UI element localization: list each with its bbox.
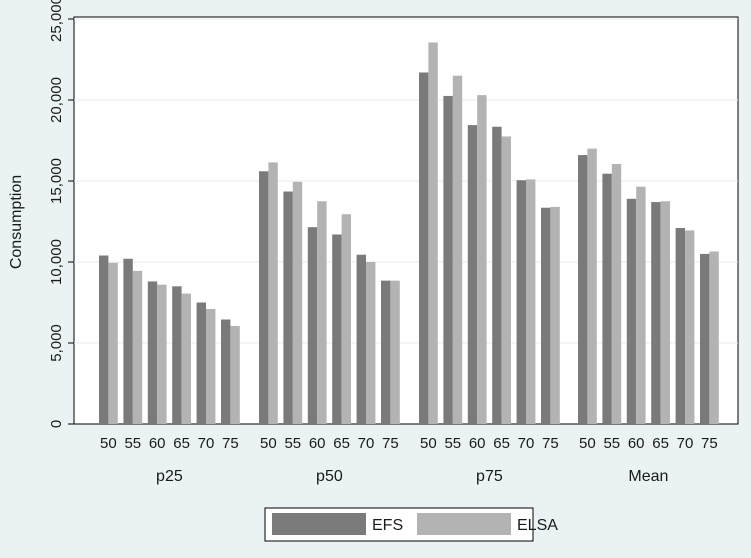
bar bbox=[685, 230, 695, 424]
x-category-label: 75 bbox=[222, 435, 239, 452]
bar bbox=[99, 255, 109, 424]
bar bbox=[709, 251, 719, 424]
y-tick-label: 5,000 bbox=[48, 324, 65, 362]
bar bbox=[206, 308, 216, 424]
x-category-label: 65 bbox=[173, 435, 190, 452]
x-category-label: 50 bbox=[420, 435, 437, 452]
bar bbox=[602, 173, 612, 424]
legend-swatch bbox=[272, 513, 366, 535]
bar bbox=[181, 293, 191, 424]
bar bbox=[526, 179, 536, 424]
bar bbox=[675, 227, 685, 424]
legend: EFS ELSA bbox=[264, 507, 558, 542]
bar bbox=[492, 126, 502, 424]
bar bbox=[132, 270, 143, 424]
bar bbox=[419, 72, 429, 425]
bar bbox=[550, 206, 560, 424]
x-category-label: 60 bbox=[149, 435, 166, 452]
bar bbox=[123, 258, 133, 424]
bar bbox=[467, 125, 478, 425]
x-category-label: 65 bbox=[333, 435, 350, 452]
bar bbox=[108, 262, 118, 424]
x-category-label: 60 bbox=[469, 435, 486, 452]
legend-swatch bbox=[417, 513, 511, 535]
group-label: Mean bbox=[628, 468, 668, 485]
bar bbox=[230, 325, 240, 424]
x-category-label: 65 bbox=[652, 435, 669, 452]
y-tick-label: 20,000 bbox=[48, 77, 65, 123]
x-category-label: 70 bbox=[358, 435, 375, 452]
bar bbox=[428, 42, 438, 425]
y-tick-label: 25,000 bbox=[48, 0, 65, 42]
axes: 0 5,000 10,000 15,000 20,000 25,000 50 55 60 65 70… bbox=[48, 0, 718, 485]
bar bbox=[341, 214, 351, 424]
x-category-label: 70 bbox=[518, 435, 535, 452]
group-label: p25 bbox=[156, 468, 183, 485]
bar bbox=[356, 254, 366, 424]
bar bbox=[317, 201, 327, 424]
bar bbox=[196, 302, 206, 424]
bar bbox=[366, 262, 376, 424]
y-tick-label: 10,000 bbox=[48, 239, 65, 285]
bar bbox=[700, 253, 710, 424]
bar bbox=[147, 281, 158, 424]
bar bbox=[292, 181, 303, 424]
x-category-label: 50 bbox=[100, 435, 117, 452]
bar bbox=[332, 234, 342, 424]
bar bbox=[636, 186, 646, 424]
bars bbox=[99, 42, 719, 425]
bar bbox=[611, 163, 622, 425]
bar bbox=[660, 201, 670, 424]
x-category-label: 55 bbox=[284, 435, 301, 452]
bar bbox=[443, 95, 453, 424]
y-tick-label: 15,000 bbox=[48, 158, 65, 204]
x-category-label: 75 bbox=[701, 435, 718, 452]
x-category-label: 50 bbox=[260, 435, 277, 452]
legend-label: ELSA bbox=[517, 517, 558, 534]
bar bbox=[157, 284, 167, 424]
legend-label: EFS bbox=[372, 517, 403, 534]
x-category-label: 60 bbox=[309, 435, 326, 452]
y-axis-label: Consumption bbox=[8, 175, 25, 269]
x-category-label: 60 bbox=[628, 435, 645, 452]
group-label: p50 bbox=[316, 468, 343, 485]
bar bbox=[626, 198, 637, 424]
x-category-label: 50 bbox=[579, 435, 596, 452]
bar bbox=[259, 171, 269, 424]
bar bbox=[381, 280, 391, 424]
bar bbox=[283, 191, 293, 424]
x-category-label: 70 bbox=[677, 435, 694, 452]
x-category-label: 75 bbox=[542, 435, 559, 452]
bar bbox=[221, 319, 231, 424]
bar bbox=[390, 280, 400, 424]
bar bbox=[651, 202, 661, 424]
bar bbox=[541, 207, 551, 424]
x-category-label: 55 bbox=[124, 435, 141, 452]
bar bbox=[268, 162, 278, 424]
bar bbox=[172, 286, 182, 424]
bar bbox=[578, 155, 588, 424]
x-category-label: 55 bbox=[603, 435, 620, 452]
x-category-label: 65 bbox=[493, 435, 510, 452]
group-label: p75 bbox=[476, 468, 503, 485]
y-tick-label: 0 bbox=[48, 420, 65, 428]
bar bbox=[452, 75, 463, 424]
bar bbox=[501, 136, 511, 424]
bar bbox=[516, 180, 526, 424]
x-category-label: 70 bbox=[198, 435, 215, 452]
x-category-label: 55 bbox=[444, 435, 461, 452]
bar bbox=[307, 227, 318, 424]
bar bbox=[477, 95, 487, 424]
x-category-label: 75 bbox=[382, 435, 399, 452]
bar bbox=[587, 148, 597, 424]
